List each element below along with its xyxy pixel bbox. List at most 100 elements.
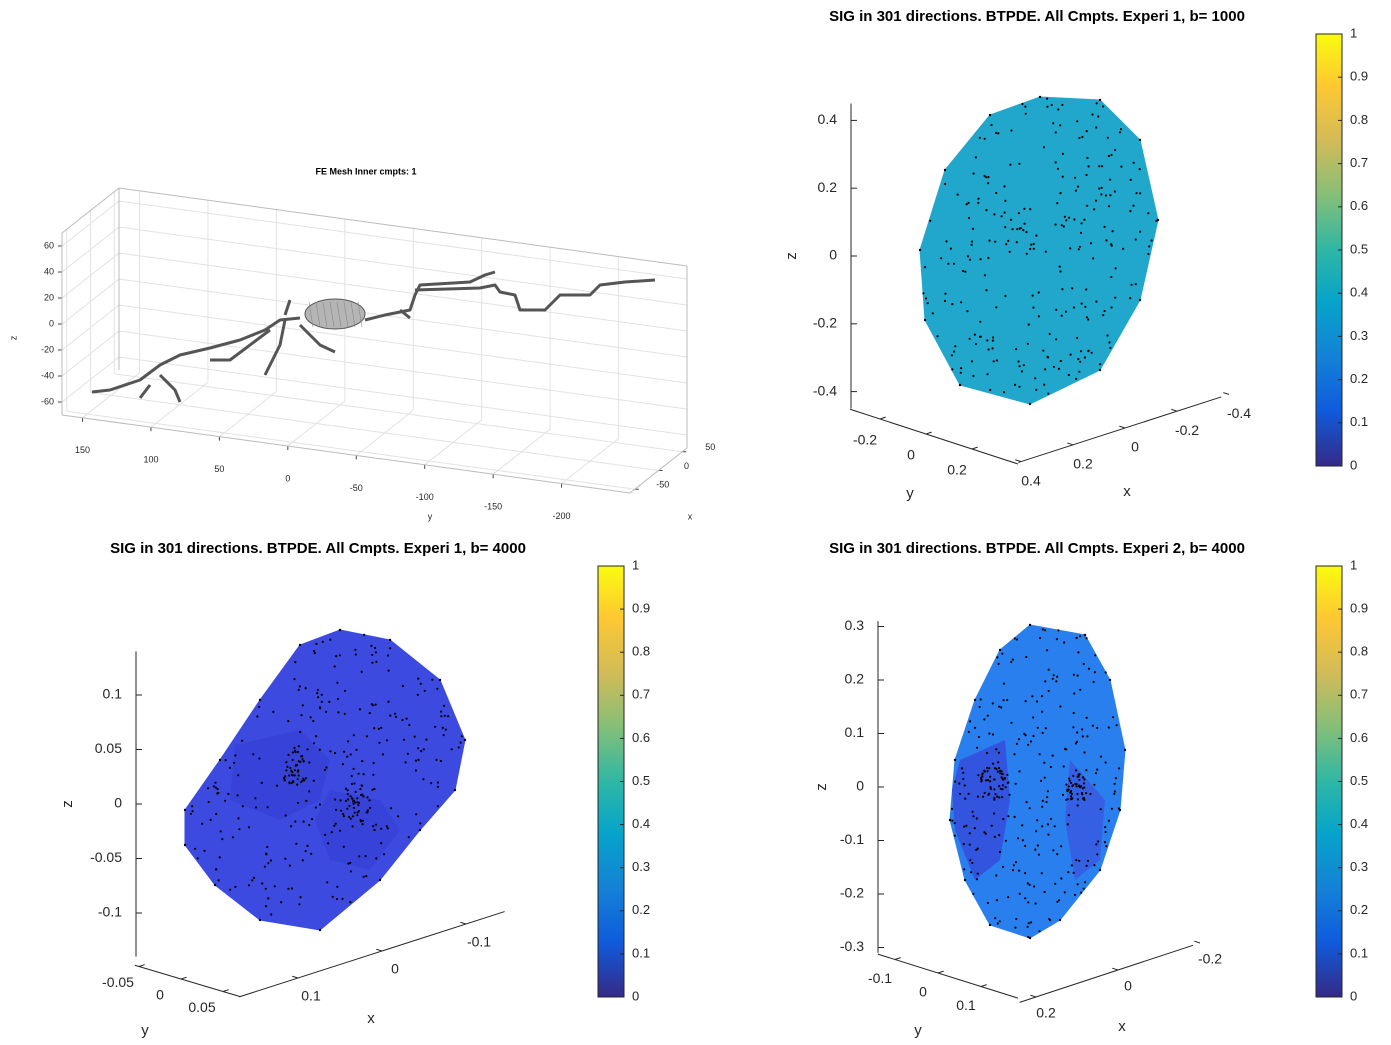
mesh-node [1072, 306, 1076, 309]
x-axis [239, 911, 505, 998]
mesh-node [1038, 753, 1041, 756]
mesh-node [993, 788, 996, 791]
mesh-node [408, 723, 411, 727]
colorbar-tick-label: 0.8 [1350, 644, 1368, 659]
mesh-node [297, 769, 300, 772]
mesh-node [931, 312, 934, 315]
mesh-node [1013, 753, 1016, 756]
mesh-node [926, 302, 929, 305]
mesh-node [1108, 678, 1112, 682]
mesh-node [1104, 826, 1107, 829]
mesh-node [344, 799, 347, 803]
tick-mark [925, 431, 932, 435]
mesh-node [1072, 726, 1075, 729]
mesh-node [1019, 227, 1022, 230]
mesh-node [326, 881, 329, 884]
mesh-node [951, 819, 954, 822]
mesh-node [983, 274, 987, 277]
mesh-node [1067, 373, 1070, 377]
mesh-node [976, 847, 979, 850]
mesh-node [1085, 288, 1088, 291]
mesh-node [1017, 837, 1020, 840]
mesh-node [366, 796, 369, 799]
mesh-node [1018, 770, 1021, 773]
mesh-node [389, 647, 392, 650]
mesh-node [1077, 651, 1080, 654]
mesh-node [336, 681, 339, 684]
mesh-node [413, 735, 416, 738]
mesh-node [331, 895, 334, 898]
mesh-node [1069, 247, 1072, 250]
mesh-node [981, 772, 984, 775]
y-tick-label: -200 [553, 511, 571, 521]
mesh-node [995, 767, 998, 771]
y-tick-label: -150 [484, 502, 502, 512]
mesh-node [1098, 368, 1102, 372]
mesh-node [439, 759, 442, 763]
mesh-node [971, 861, 974, 865]
mesh-node [1076, 731, 1079, 734]
mesh-node [975, 848, 978, 852]
mesh-node [1098, 98, 1102, 102]
mesh-node [1078, 778, 1081, 781]
mesh-node [995, 874, 998, 877]
mesh-node [1023, 222, 1026, 225]
mesh-node [953, 758, 957, 762]
tick-mark [937, 970, 944, 974]
plot-title: SIG in 301 directions. BTPDE. All Cmpts.… [829, 8, 1245, 25]
mesh-node [1061, 103, 1064, 106]
x-tick-label: -50 [656, 480, 669, 490]
mesh-node [1091, 113, 1094, 116]
mesh-node [1044, 629, 1047, 632]
mesh-node [457, 746, 460, 749]
colorbar-tick-label: 0.5 [632, 773, 650, 788]
mesh-node [1056, 853, 1059, 856]
mesh-node [1040, 695, 1044, 698]
mesh-node [1079, 350, 1083, 353]
mesh-node [985, 751, 989, 755]
mesh-node [299, 730, 302, 734]
mesh-node [1114, 148, 1117, 152]
mesh-node [1029, 208, 1032, 211]
mesh-node [953, 822, 956, 825]
mesh-node [1063, 891, 1066, 894]
grid-line [118, 278, 688, 358]
mesh-node [296, 783, 299, 786]
mesh-node [923, 318, 927, 322]
mesh-node [1021, 102, 1024, 106]
mesh-node [460, 735, 463, 738]
grid-line [118, 356, 688, 436]
mesh-node [209, 818, 212, 822]
mesh-node [270, 913, 273, 916]
mesh-node [349, 901, 352, 904]
mesh-node [1081, 735, 1084, 738]
mesh-node [1011, 228, 1014, 231]
mesh-node [378, 741, 381, 744]
mesh-node [312, 649, 315, 653]
mesh-node [420, 750, 423, 753]
mesh-node [1043, 890, 1046, 894]
mesh-node [360, 793, 363, 797]
mesh-node [1113, 190, 1116, 193]
mesh-node [318, 928, 322, 932]
mesh-node [1025, 230, 1028, 234]
mesh-node [1067, 871, 1070, 874]
mesh-node [973, 726, 977, 729]
mesh-node [954, 345, 957, 348]
mesh-node [252, 753, 255, 756]
mesh-node [389, 714, 392, 717]
mesh-node [1052, 122, 1055, 125]
mesh-node [313, 652, 316, 655]
mesh-node [401, 718, 404, 722]
tick-mark [180, 976, 187, 980]
tick-mark [1223, 392, 1230, 395]
mesh-node [969, 859, 972, 862]
mesh-node [997, 751, 1001, 754]
mesh-node [356, 811, 359, 814]
mesh-node [1028, 807, 1031, 810]
mesh-node [1036, 819, 1039, 822]
mesh-node [1076, 674, 1079, 677]
x-tick-label: 0 [684, 461, 689, 471]
mesh-node [1026, 342, 1029, 345]
mesh-node [215, 812, 218, 816]
